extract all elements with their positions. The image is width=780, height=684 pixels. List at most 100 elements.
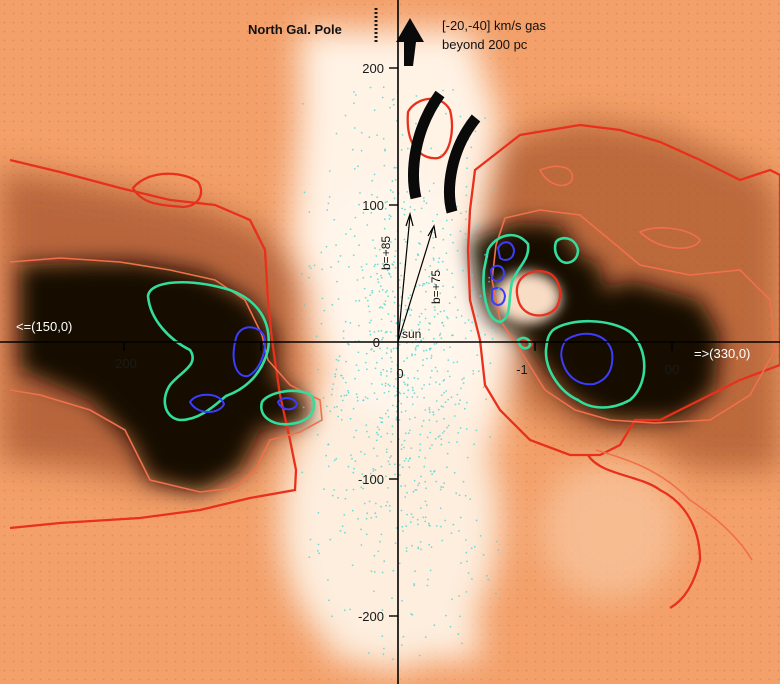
star-dot — [395, 527, 398, 529]
star-dot — [362, 487, 365, 490]
star-dot — [457, 432, 460, 434]
star-dot — [462, 480, 465, 483]
star-dot — [375, 516, 378, 518]
star-dot — [387, 272, 390, 275]
star-dot — [429, 347, 432, 350]
star-dot — [391, 433, 394, 436]
star-dot — [409, 429, 411, 432]
star-dot — [377, 330, 380, 332]
star-dot — [373, 554, 376, 557]
star-dot — [434, 366, 437, 369]
star-dot — [488, 280, 490, 283]
star-dot — [417, 523, 419, 526]
star-dot — [392, 347, 395, 350]
star-dot — [457, 633, 460, 636]
star-dot — [391, 290, 394, 293]
star-dot — [464, 233, 467, 235]
star-dot — [421, 284, 424, 287]
star-dot — [405, 547, 408, 549]
star-dot — [439, 488, 442, 491]
star-dot — [428, 524, 430, 527]
star-dot — [465, 194, 468, 197]
star-dot — [345, 394, 348, 397]
star-dot — [438, 334, 441, 337]
y-tick-neg100: -100 — [358, 472, 384, 487]
star-dot — [394, 395, 396, 397]
star-dot — [482, 386, 485, 389]
star-dot — [354, 94, 357, 96]
star-dot — [327, 202, 330, 205]
star-dot — [470, 547, 473, 550]
star-dot — [342, 330, 345, 333]
star-dot — [336, 405, 338, 408]
star-dot — [349, 322, 352, 324]
star-dot — [426, 436, 429, 439]
star-dot — [320, 251, 323, 254]
star-dot — [385, 375, 388, 377]
star-dot — [333, 489, 336, 491]
star-dot — [381, 421, 384, 424]
star-dot — [458, 595, 460, 597]
star-dot — [417, 377, 419, 380]
star-dot — [410, 447, 413, 449]
star-dot — [354, 460, 357, 463]
star-dot — [371, 289, 374, 292]
star-dot — [489, 436, 492, 438]
star-dot — [373, 265, 376, 268]
star-dot — [408, 307, 411, 310]
star-dot — [388, 217, 391, 220]
star-dot — [387, 313, 390, 315]
star-dot — [340, 409, 343, 412]
star-dot — [340, 418, 343, 421]
star-dot — [374, 502, 377, 505]
star-dot — [392, 404, 394, 407]
star-dot — [385, 352, 388, 355]
star-dot — [373, 109, 376, 112]
star-dot — [484, 117, 486, 119]
star-dot — [382, 336, 384, 339]
star-dot — [475, 225, 478, 228]
star-dot — [390, 370, 392, 373]
right-direction-label: =>(330,0) — [694, 346, 750, 361]
star-dot — [376, 455, 379, 457]
star-dot — [479, 295, 482, 298]
star-dot — [411, 386, 414, 389]
star-dot — [349, 417, 352, 420]
pale-cavity — [280, 30, 680, 670]
star-dot — [487, 578, 490, 581]
star-dot — [374, 512, 377, 515]
star-dot — [381, 96, 384, 99]
star-dot — [459, 230, 462, 233]
star-dot — [362, 212, 365, 214]
star-dot — [395, 405, 398, 408]
star-dot — [405, 240, 407, 243]
star-dot — [442, 486, 444, 488]
star-dot — [384, 249, 387, 252]
star-dot — [388, 504, 391, 507]
star-dot — [360, 131, 363, 134]
star-dot — [363, 453, 366, 455]
star-dot — [371, 179, 374, 182]
star-dot — [388, 267, 391, 270]
star-dot — [422, 359, 424, 361]
star-dot — [406, 357, 408, 359]
star-dot — [419, 321, 421, 324]
star-dot — [376, 426, 379, 428]
vector-b75-label: b=+75 — [429, 270, 443, 304]
star-dot — [308, 211, 311, 213]
star-dot — [393, 197, 396, 200]
star-dot — [486, 574, 488, 577]
star-dot — [428, 190, 431, 192]
star-dot — [390, 356, 392, 359]
star-dot — [308, 556, 311, 558]
star-dot — [443, 391, 445, 394]
star-dot — [392, 658, 394, 661]
latitude-vectors — [397, 211, 437, 343]
star-dot — [381, 383, 383, 386]
star-dot — [357, 369, 360, 372]
star-dot — [416, 369, 419, 372]
star-dot — [415, 489, 418, 491]
star-dot — [371, 291, 374, 294]
star-dot — [443, 417, 445, 420]
star-dot — [356, 279, 359, 281]
